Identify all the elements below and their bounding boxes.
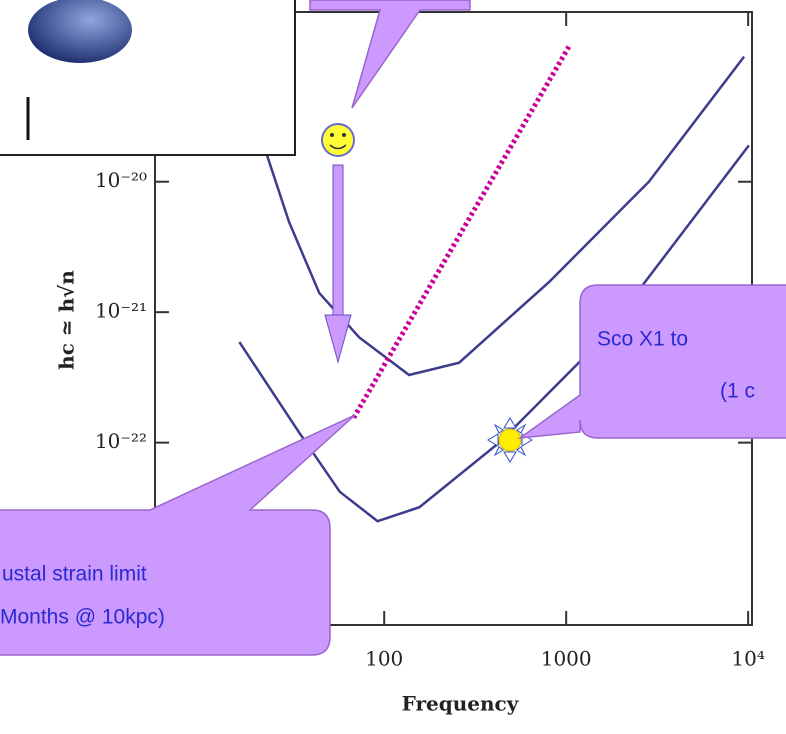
y-tick-label: 10⁻²¹ (95, 299, 147, 323)
arrow-head (325, 315, 351, 362)
callout-text: Sco X1 to (597, 328, 688, 351)
callout-text: ustal strain limit (2, 563, 147, 586)
callout-text: (1 c (720, 380, 755, 403)
callout-text: Months @ 10kpc) (0, 606, 165, 629)
smiley-eye (330, 133, 334, 137)
smiley (322, 124, 354, 156)
arrow-shaft (333, 165, 343, 317)
y-axis-label: hc ≃ h√n (55, 270, 79, 370)
callout-sco (520, 285, 786, 438)
y-tick-label: 10⁻²² (95, 429, 147, 453)
x-tick-label: 1000 (541, 647, 592, 671)
callout-top (310, 0, 470, 108)
smiley-eye (342, 133, 346, 137)
x-tick-label: 100 (365, 647, 403, 671)
chart: 100 1000 10⁴ 10⁻²² 10⁻²¹ 10⁻²⁰ Frequency hc ≃… (0, 0, 786, 734)
x-axis-label: Frequency (402, 692, 520, 716)
inset-ellipse (28, 0, 132, 63)
sun-marker (488, 418, 532, 462)
y-tick-label: 10⁻²⁰ (95, 168, 147, 192)
x-tick-label: 10⁴ (731, 647, 764, 671)
